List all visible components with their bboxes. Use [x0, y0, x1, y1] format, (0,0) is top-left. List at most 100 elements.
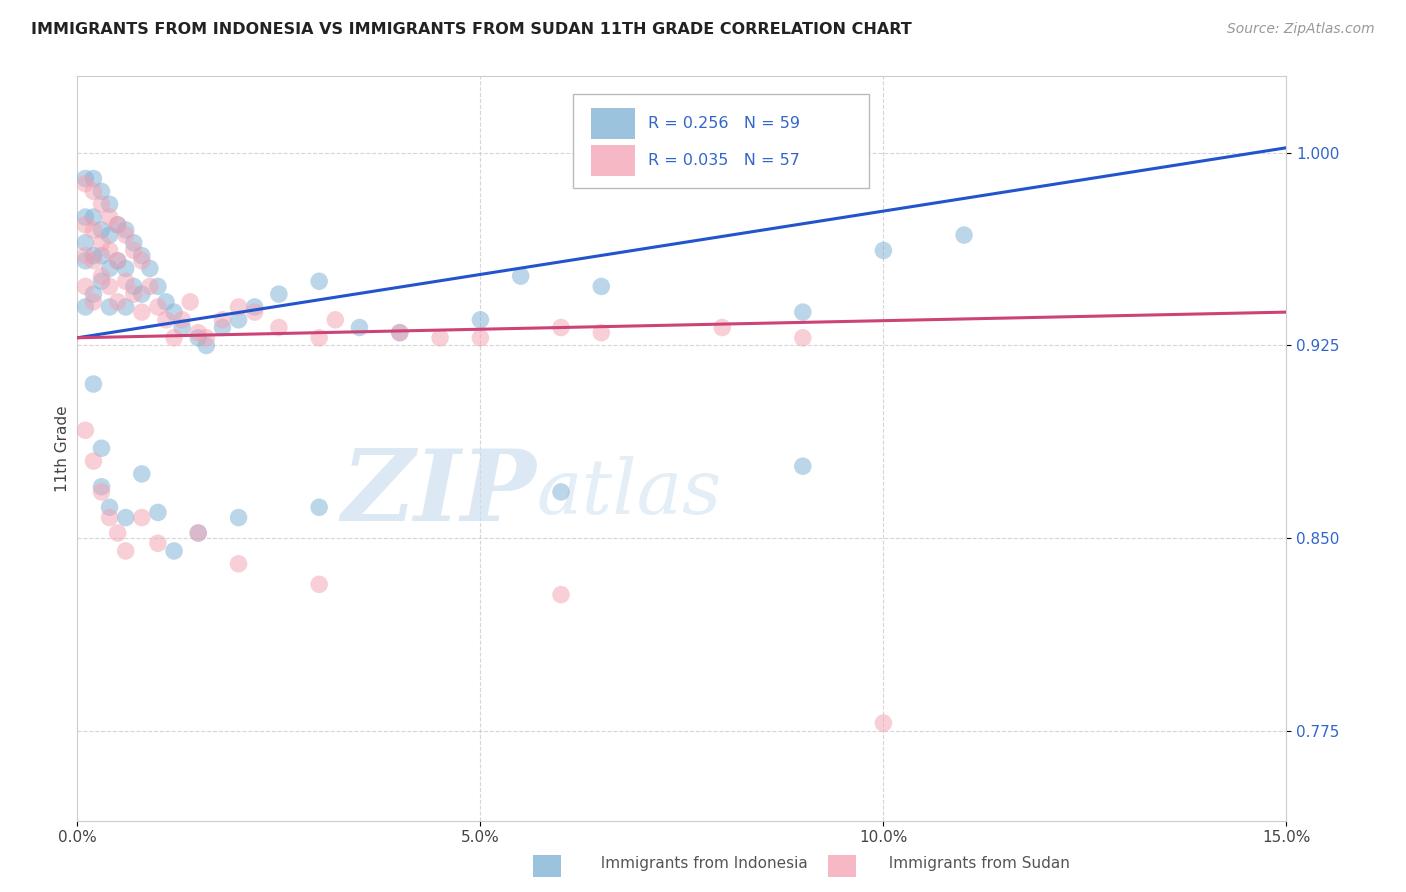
Point: [90, 269, 112, 284]
Point: [139, 279, 162, 293]
Point: [211, 320, 233, 334]
Point: [187, 331, 209, 345]
Point: [82, 185, 104, 199]
Point: [107, 218, 129, 232]
Point: [131, 467, 153, 481]
Point: [195, 331, 218, 345]
Point: [82, 287, 104, 301]
Point: [146, 300, 169, 314]
Point: [90, 185, 112, 199]
Point: [155, 313, 177, 327]
Text: Source: ZipAtlas.com: Source: ZipAtlas.com: [1227, 22, 1375, 37]
Point: [228, 557, 250, 571]
Point: [131, 510, 153, 524]
FancyBboxPatch shape: [592, 108, 634, 139]
Point: [114, 300, 136, 314]
Point: [107, 526, 129, 541]
Point: [122, 287, 145, 301]
Point: [107, 253, 129, 268]
Point: [75, 171, 97, 186]
Point: [308, 577, 330, 591]
Text: ZIP: ZIP: [342, 445, 537, 541]
Point: [82, 210, 104, 224]
Text: atlas: atlas: [537, 456, 723, 530]
Point: [122, 244, 145, 258]
Point: [90, 484, 112, 499]
Point: [195, 338, 218, 352]
Point: [90, 197, 112, 211]
Point: [107, 294, 129, 309]
Point: [75, 235, 97, 250]
Point: [131, 287, 153, 301]
Point: [90, 249, 112, 263]
Point: [211, 313, 233, 327]
Point: [131, 305, 153, 319]
Point: [114, 544, 136, 558]
Text: Immigrants from Indonesia: Immigrants from Indonesia: [591, 856, 807, 871]
Point: [98, 210, 121, 224]
FancyBboxPatch shape: [574, 95, 869, 187]
Point: [90, 274, 112, 288]
Point: [82, 294, 104, 309]
Point: [267, 320, 290, 334]
Point: [114, 261, 136, 276]
Point: [114, 510, 136, 524]
Point: [107, 253, 129, 268]
Text: R = 0.035   N = 57: R = 0.035 N = 57: [648, 153, 800, 169]
Point: [308, 331, 330, 345]
Point: [243, 300, 266, 314]
Point: [90, 441, 112, 455]
Point: [308, 274, 330, 288]
Point: [122, 235, 145, 250]
Point: [122, 279, 145, 293]
Point: [131, 253, 153, 268]
Point: [509, 269, 531, 284]
Point: [792, 331, 814, 345]
Point: [139, 261, 162, 276]
Point: [228, 313, 250, 327]
Point: [82, 377, 104, 392]
Point: [131, 249, 153, 263]
Point: [114, 274, 136, 288]
Point: [90, 223, 112, 237]
Point: [114, 228, 136, 243]
Point: [388, 326, 411, 340]
Point: [75, 279, 97, 293]
Point: [711, 320, 734, 334]
Point: [872, 244, 894, 258]
Point: [591, 326, 613, 340]
FancyBboxPatch shape: [592, 145, 634, 177]
Point: [82, 171, 104, 186]
Text: IMMIGRANTS FROM INDONESIA VS IMMIGRANTS FROM SUDAN 11TH GRADE CORRELATION CHART: IMMIGRANTS FROM INDONESIA VS IMMIGRANTS …: [31, 22, 911, 37]
Point: [146, 279, 169, 293]
Point: [75, 177, 97, 191]
Text: R = 0.256   N = 59: R = 0.256 N = 59: [648, 116, 800, 131]
Point: [98, 261, 121, 276]
Point: [792, 305, 814, 319]
Point: [75, 218, 97, 232]
Point: [75, 253, 97, 268]
Point: [470, 313, 492, 327]
Point: [98, 510, 121, 524]
Point: [146, 505, 169, 519]
Text: Immigrants from Sudan: Immigrants from Sudan: [879, 856, 1070, 871]
Y-axis label: 11th Grade: 11th Grade: [55, 405, 70, 491]
Point: [872, 716, 894, 731]
Point: [243, 305, 266, 319]
Point: [187, 326, 209, 340]
Point: [75, 423, 97, 437]
Point: [429, 331, 451, 345]
Point: [228, 510, 250, 524]
Point: [591, 279, 613, 293]
Point: [75, 300, 97, 314]
Point: [82, 253, 104, 268]
Point: [323, 313, 346, 327]
Point: [172, 313, 194, 327]
Point: [146, 536, 169, 550]
Point: [82, 454, 104, 468]
Point: [550, 588, 572, 602]
Point: [114, 223, 136, 237]
Point: [388, 326, 411, 340]
Point: [172, 320, 194, 334]
Point: [187, 526, 209, 541]
